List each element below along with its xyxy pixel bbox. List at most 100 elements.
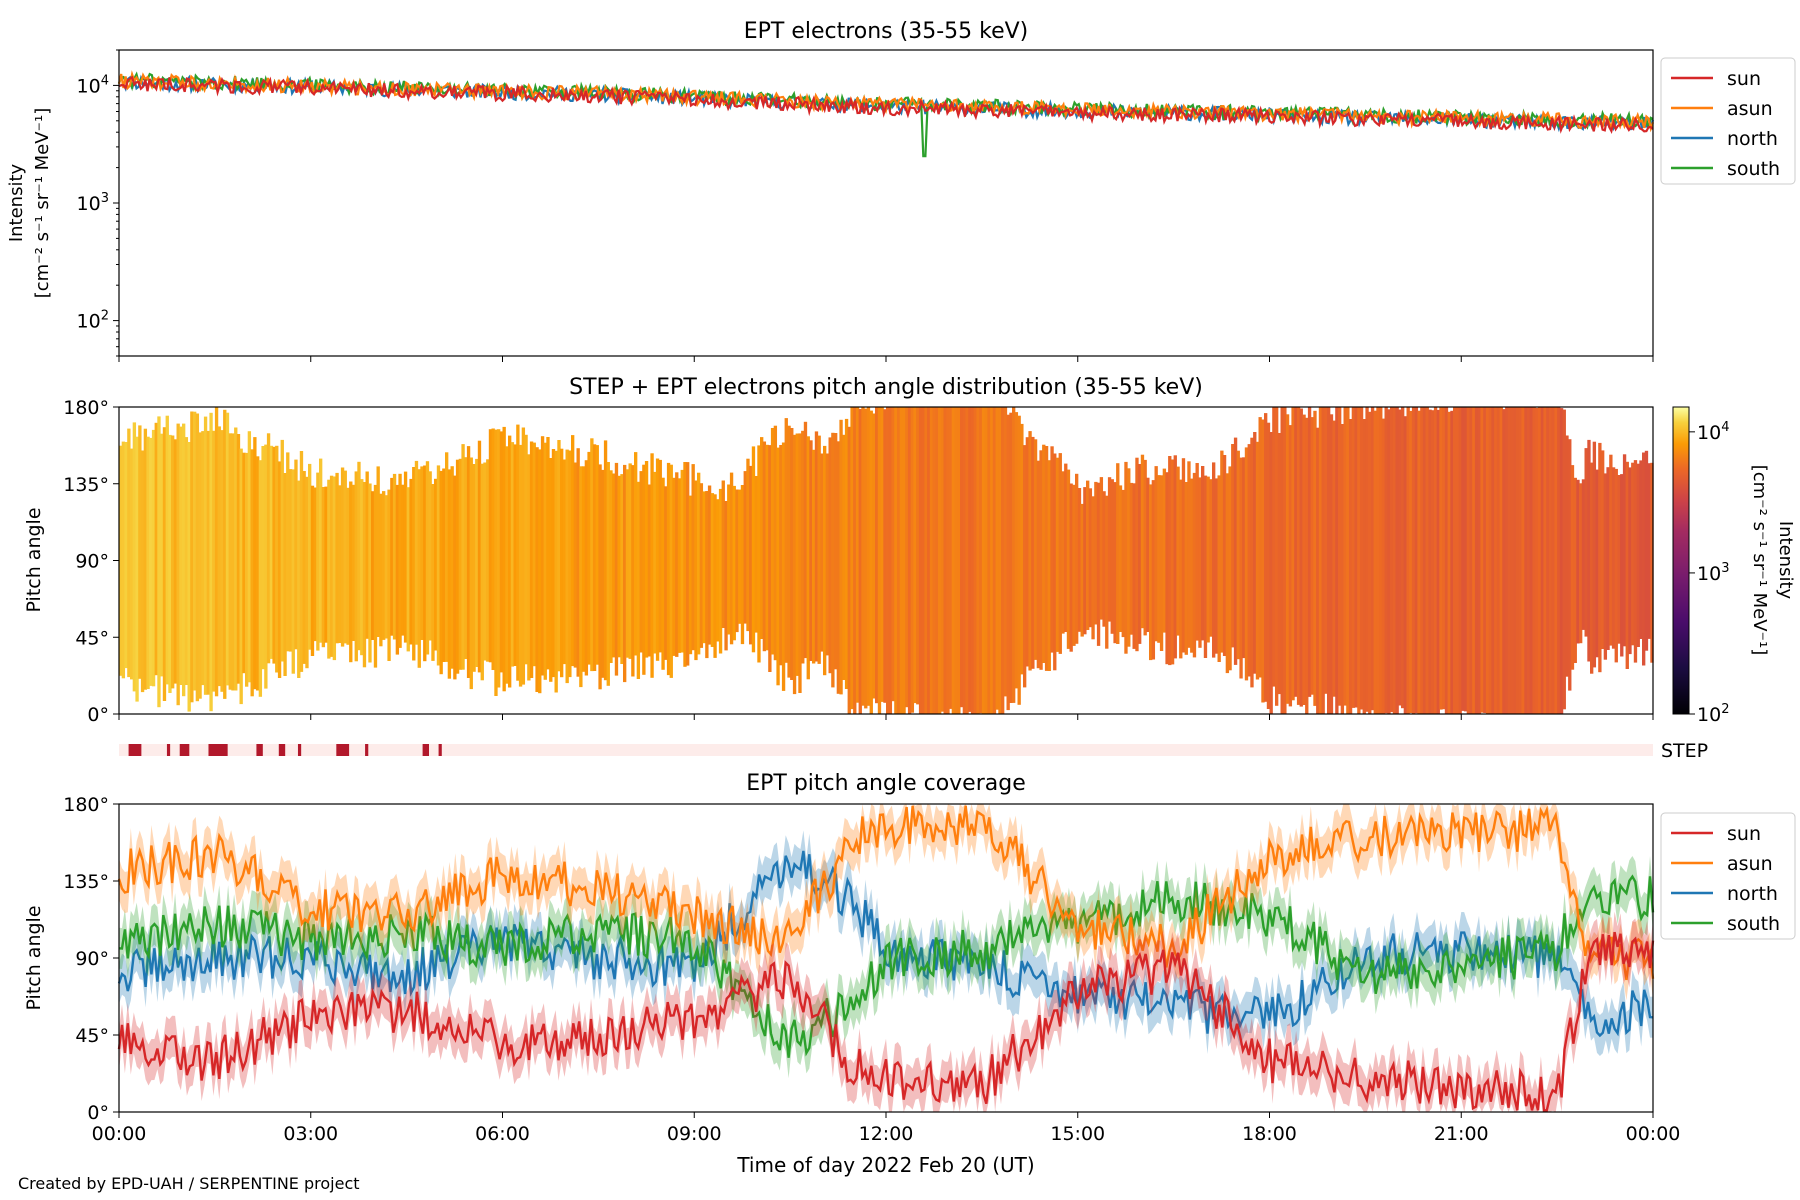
heatmap-cell bbox=[1502, 409, 1506, 714]
heatmap-cell bbox=[1042, 444, 1046, 663]
heatmap-cell bbox=[445, 452, 449, 662]
heatmap-cell bbox=[1176, 466, 1180, 636]
heatmap-cell bbox=[987, 407, 991, 714]
heatmap-cell bbox=[1636, 463, 1640, 647]
heatmap-cell bbox=[538, 449, 542, 694]
heatmap-cell bbox=[1296, 407, 1301, 705]
heatmap-cell bbox=[1510, 407, 1514, 714]
panel3-x-ticks: 00:00 03:00 06:00 09:00 12:00 15:00 18:00 21:00… bbox=[92, 1112, 1680, 1145]
heatmap-cell bbox=[475, 458, 479, 667]
heatmap-cell bbox=[951, 407, 956, 714]
heatmap-cell bbox=[1464, 407, 1468, 712]
heatmap-cell bbox=[1080, 503, 1084, 637]
heatmap-cell bbox=[1513, 407, 1517, 714]
heatmap-cell bbox=[546, 437, 550, 670]
heatmap-cell bbox=[1592, 441, 1597, 668]
heatmap-cell bbox=[1157, 475, 1161, 643]
heatmap-cell bbox=[414, 460, 419, 645]
heatmap-cell bbox=[1242, 457, 1246, 659]
heatmap-cell bbox=[587, 451, 591, 665]
heatmap-cell bbox=[1488, 407, 1492, 714]
legend-label-sun: sun bbox=[1727, 823, 1761, 845]
heatmap-cell bbox=[1266, 422, 1271, 709]
x-tick-label: 09:00 bbox=[667, 1123, 722, 1145]
heatmap-cell bbox=[1066, 469, 1071, 649]
heatmap-cell bbox=[617, 475, 621, 658]
heatmap-cell bbox=[527, 454, 531, 681]
heatmap-cell bbox=[543, 442, 547, 680]
heatmap-cell bbox=[382, 491, 386, 640]
heatmap-cell bbox=[694, 480, 698, 661]
step-mark bbox=[297, 744, 302, 756]
heatmap-cell bbox=[516, 424, 520, 681]
heatmap-cell bbox=[1422, 407, 1427, 714]
heatmap-cell bbox=[406, 487, 410, 652]
heatmap-cell bbox=[1505, 407, 1509, 714]
heatmap-cell bbox=[1601, 450, 1605, 649]
heatmap-cell bbox=[332, 476, 337, 661]
heatmap-cell bbox=[1159, 475, 1164, 651]
heatmap-cell bbox=[1472, 407, 1476, 714]
heatmap-cell bbox=[242, 452, 246, 674]
heatmap-cell bbox=[913, 407, 917, 704]
heatmap-cell bbox=[1012, 407, 1016, 703]
heatmap-cell bbox=[379, 493, 383, 647]
heatmap-cell bbox=[1149, 484, 1153, 661]
heatmap-cell bbox=[286, 452, 290, 652]
heatmap-cell bbox=[461, 444, 465, 670]
intensity-panel: EPT electrons (35-55 keV) 102 103 104 Inte… bbox=[6, 19, 1796, 362]
heatmap-cell bbox=[316, 472, 320, 651]
heatmap-cell bbox=[1190, 478, 1194, 653]
heatmap-cell bbox=[1453, 407, 1457, 714]
heatmap-cell bbox=[420, 466, 424, 640]
heatmap-cell bbox=[1028, 431, 1032, 671]
heatmap-cell bbox=[275, 445, 279, 673]
heatmap-cell bbox=[1403, 416, 1408, 714]
heatmap-cell bbox=[1409, 410, 1413, 713]
heatmap-cell bbox=[864, 408, 868, 709]
heatmap-cell bbox=[417, 469, 421, 668]
heatmap-cell bbox=[979, 407, 983, 714]
heatmap-cell bbox=[288, 469, 293, 652]
colorbar-tick-label: 103 bbox=[1697, 561, 1729, 585]
heatmap-cell bbox=[699, 483, 704, 648]
heatmap-cell bbox=[1288, 425, 1293, 707]
heatmap-cell bbox=[949, 407, 953, 709]
heatmap-cell bbox=[357, 461, 361, 651]
heatmap-cell bbox=[193, 411, 197, 691]
heatmap-cell bbox=[436, 465, 441, 666]
y-tick-label: 104 bbox=[77, 73, 109, 97]
heatmap-cell bbox=[1187, 461, 1191, 648]
step-mark bbox=[438, 744, 442, 756]
heatmap-cell bbox=[1433, 407, 1438, 714]
heatmap-cell bbox=[297, 480, 301, 678]
heatmap-cell bbox=[1590, 462, 1594, 674]
heatmap-cell bbox=[1121, 489, 1125, 638]
heatmap-cell bbox=[861, 407, 865, 706]
x-tick-label: 06:00 bbox=[475, 1123, 530, 1145]
heatmap-cell bbox=[1017, 415, 1021, 705]
heatmap-cell bbox=[929, 407, 934, 714]
heatmap-cell bbox=[666, 462, 671, 676]
panel3-y-ticks: 0° 45° 90° 135° 180° bbox=[63, 794, 119, 1124]
heatmap-cell bbox=[119, 445, 123, 676]
heatmap-cell bbox=[1494, 407, 1498, 714]
heatmap-cell bbox=[1507, 407, 1512, 714]
heatmap-cell bbox=[140, 450, 145, 693]
heatmap-cell bbox=[1390, 407, 1394, 713]
heatmap-cell bbox=[962, 407, 967, 714]
heatmap-cell bbox=[1217, 475, 1221, 662]
heatmap-cell bbox=[603, 440, 608, 681]
heatmap-cell bbox=[658, 459, 662, 653]
heatmap-cell bbox=[1444, 407, 1449, 714]
heatmap-cell bbox=[828, 437, 832, 674]
heatmap-cell bbox=[669, 464, 673, 678]
heatmap-cell bbox=[343, 470, 347, 644]
heatmap-cell bbox=[1116, 463, 1120, 644]
heatmap-cell bbox=[579, 466, 583, 688]
heatmap-cell bbox=[1064, 463, 1068, 632]
heatmap-cell bbox=[1181, 458, 1186, 653]
heatmap-cell bbox=[1614, 468, 1618, 663]
heatmap-cell bbox=[834, 433, 838, 670]
heatmap-cell bbox=[1099, 477, 1104, 620]
